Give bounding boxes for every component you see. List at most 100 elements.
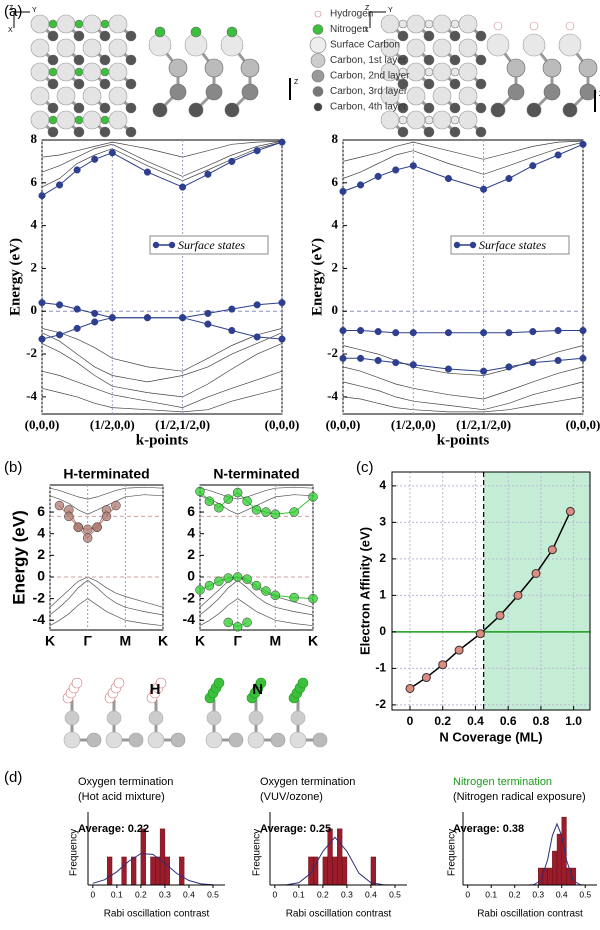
y-tick-label: 4: [37, 524, 45, 540]
surface-state: [143, 168, 151, 176]
atom: [74, 67, 84, 77]
surface-state: [529, 359, 537, 367]
atom-label: H: [150, 681, 161, 698]
atom: [82, 38, 102, 58]
atom: [423, 126, 435, 138]
structure-legend-label: Carbon, 4th layer: [330, 102, 407, 113]
atom: [30, 110, 50, 130]
atom: [458, 38, 478, 58]
atom: [542, 58, 562, 78]
x-tick-label: 0.4: [467, 714, 484, 728]
atom: [240, 58, 260, 78]
legend-swatch: [453, 241, 461, 249]
x-tick-label: K: [158, 633, 168, 649]
x-tick-label: 0.4: [365, 889, 377, 899]
atom: [423, 54, 435, 66]
x-tick-label: 0.4: [183, 889, 195, 899]
x-tick-label: (0,0,0): [566, 417, 600, 432]
structure-legend-label: Carbon, 2nd layer: [330, 71, 410, 82]
atom: [309, 36, 327, 54]
bar: [150, 856, 156, 886]
bar: [552, 850, 558, 886]
atom: [47, 126, 59, 138]
y-tick-label: 0: [31, 302, 38, 317]
bulk-band: [199, 494, 314, 515]
y-tick-label: 4: [187, 524, 195, 540]
x-tick-label: 0.1: [293, 889, 305, 899]
atom: [406, 110, 426, 130]
axis-letter: Y: [388, 7, 393, 14]
structure-legend-label: Carbon, 1st layer: [330, 55, 407, 66]
surface-state: [91, 155, 99, 163]
legend-swatch: [469, 241, 477, 249]
atom: [205, 731, 223, 749]
panel-label: (a): [4, 3, 22, 20]
structures: ZYXZZYXZHydrogenNitrogenSurface CarbonCa…: [8, 5, 600, 749]
atom: [406, 14, 426, 34]
atom: [493, 21, 503, 31]
axis-letter: Z: [294, 79, 299, 86]
atom: [105, 731, 123, 749]
y-tick-label: -2: [183, 589, 196, 605]
x-tick-label: 0.2: [317, 889, 329, 899]
fit-curve: [92, 853, 214, 886]
bulk-band: [41, 140, 283, 158]
surface-state: [242, 574, 252, 584]
band-plot: K Γ M K -4 -2 0 2 4 6 H-terminated Energy (eV) H: [9, 466, 168, 698]
data-point: [421, 673, 431, 683]
atom: [125, 102, 137, 114]
bar: [107, 856, 113, 886]
plot-border: [391, 471, 591, 711]
surface-state: [579, 354, 587, 362]
surface-state: [242, 496, 252, 506]
surface-state: [179, 183, 187, 191]
surface-state: [38, 335, 46, 343]
atom: [125, 30, 137, 42]
structure-legend-label: Nitrogen: [330, 24, 368, 35]
x-tick-label: M: [119, 633, 131, 649]
atom: [475, 126, 487, 138]
x-tick-label: (1/2,1/2,0): [456, 417, 511, 432]
average-annotation: Average: 0.25: [260, 823, 331, 835]
atom: [432, 62, 452, 82]
atom: [73, 102, 85, 114]
surface-state: [214, 502, 224, 513]
atom: [108, 62, 128, 82]
atom: [47, 54, 59, 66]
atom: [380, 110, 400, 130]
atom: [100, 115, 110, 125]
y-tick-label: 2: [37, 546, 45, 562]
histogram: 0 0.1 0.2 0.3 0.4 0.5 Nitrogen termination (Nit…: [447, 776, 597, 920]
atom: [423, 102, 435, 114]
surface-state: [278, 299, 286, 307]
bulk-band: [342, 396, 584, 413]
x-tick-label: Γ: [233, 633, 242, 649]
plot-title: Oxygen termination: [78, 776, 173, 788]
structure-legend-label: Surface Carbon: [330, 40, 400, 51]
x-tick-label: 0.2: [509, 889, 521, 899]
atom: [289, 731, 307, 749]
atom-label: N: [252, 681, 263, 698]
legend-label: Surface states: [178, 238, 245, 252]
legend-label: Surface states: [479, 238, 546, 252]
atom: [450, 115, 460, 125]
histogram: 0 0.1 0.2 0.3 0.4 0.5 Oxygen termination (Hot a…: [69, 776, 225, 920]
surface-state: [82, 524, 93, 535]
atom: [406, 38, 426, 58]
atom: [310, 53, 326, 68]
atom: [108, 14, 128, 34]
surface-state: [91, 309, 99, 317]
legend-box: [149, 235, 269, 255]
atom: [82, 86, 102, 106]
y-axis-label: Frequency: [252, 829, 263, 876]
bulk-band: [49, 494, 164, 515]
atom: [432, 38, 452, 58]
atom: [204, 58, 224, 78]
surface-state: [64, 511, 74, 522]
y-tick-label: 6: [31, 174, 38, 189]
atom: [248, 710, 264, 726]
surface-state: [308, 593, 318, 604]
surface-state: [228, 157, 236, 165]
y-tick-label: -4: [183, 611, 196, 627]
x-tick-label: 0.3: [159, 889, 171, 899]
